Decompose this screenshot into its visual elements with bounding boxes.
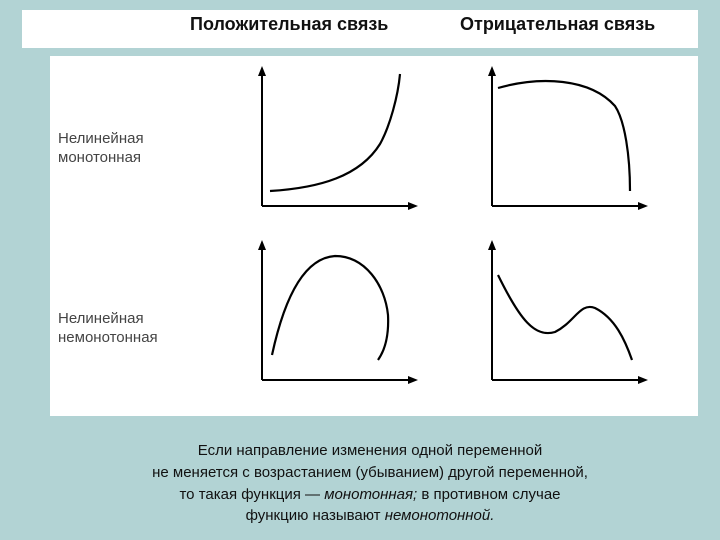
chart-neg-mono (480, 66, 650, 221)
curve (498, 275, 632, 360)
curve (270, 74, 400, 191)
curve (498, 81, 630, 191)
col-header-negative: Отрицательная связь (460, 14, 655, 35)
axes (258, 66, 418, 210)
curve (272, 256, 388, 360)
axes (488, 240, 648, 384)
row-label-nonmonotone: Нелинейнаянемонотонная (58, 310, 208, 348)
col-header-positive: Положительная связь (190, 14, 388, 35)
caption-text: Если направление изменения одной перемен… (90, 440, 650, 527)
axes (258, 240, 418, 384)
chart-pos-mono (250, 66, 420, 221)
row-label-monotone: Нелинейнаямонотонная (58, 130, 208, 168)
chart-pos-nonmono (250, 240, 420, 395)
chart-neg-nonmono (480, 240, 650, 395)
axes (488, 66, 648, 210)
